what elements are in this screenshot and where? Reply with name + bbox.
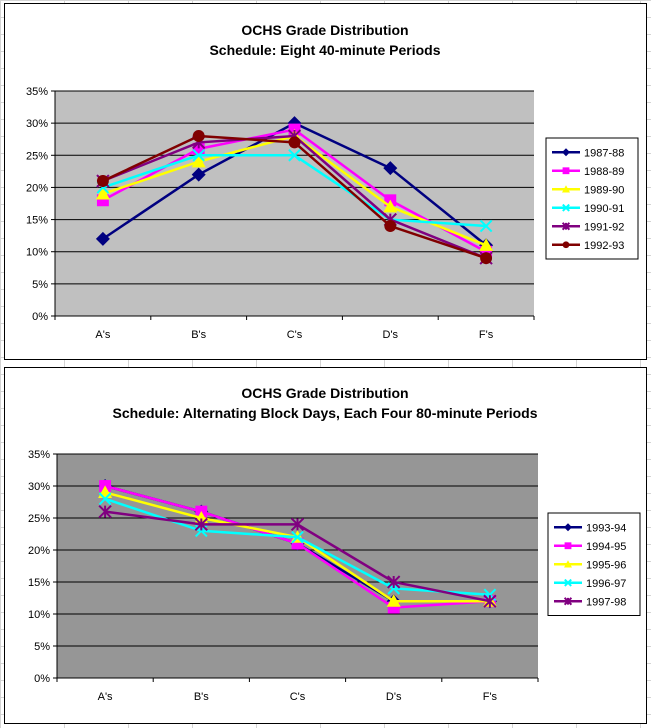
y-tick-label: 35% [28,449,50,461]
y-tick-label: 30% [26,118,48,130]
y-tick-label: 15% [28,577,50,589]
plot-area [57,454,538,678]
chart-subtitle: Schedule: Eight 40-minute Periods [209,42,440,58]
chart-title: OCHS Grade Distribution [241,22,408,38]
x-tick-label: F's [479,329,494,341]
legend-marker [564,560,572,568]
chart-eight-periods: OCHS Grade Distribution Schedule: Eight … [4,3,647,360]
y-tick-label: 0% [32,311,48,323]
data-point [192,142,205,155]
legend-marker [564,523,572,532]
data-point [383,199,398,213]
data-point [291,537,304,550]
y-tick-label: 20% [28,545,50,557]
legend-entry: 1996-97 [586,578,626,590]
data-point [98,504,112,519]
data-point [291,530,304,544]
chart-block-days: OCHS Grade Distribution Schedule: Altern… [4,367,647,724]
legend-box [545,137,639,260]
x-tick-label: C's [287,329,303,341]
legend-entry: 1993-94 [586,522,626,534]
legend-entry: 1990-91 [584,203,624,215]
y-tick-label: 25% [28,513,50,525]
legend-entry: 1987-88 [584,147,624,159]
y-tick-label: 10% [28,609,50,621]
legend-entry: 1995-96 [586,559,626,571]
legend-marker [562,148,570,157]
data-point [191,167,206,182]
legend: 1987-88 1988-89 1989-90 1990-91 1991-92 1992-… [545,137,639,260]
legend-entry: 1992-93 [584,240,624,252]
y-tick-label: 25% [26,150,48,162]
data-point [386,594,401,607]
legend-entry: 1988-89 [584,166,624,178]
legend-entry: 1991-92 [584,221,624,233]
x-tick-label: D's [386,691,402,703]
y-tick-label: 30% [28,481,50,493]
chart-subtitle: Schedule: Alternating Block Days, Each F… [112,405,537,421]
data-point [480,252,493,265]
chart-block-days-svg: OCHS Grade Distribution Schedule: Altern… [28,385,641,703]
data-point [387,575,401,589]
data-point [479,219,493,233]
y-tick-label: 5% [32,279,48,291]
legend-marker [564,542,572,550]
data-point [290,517,305,532]
y-tick-label: 5% [34,641,50,653]
y-tick-label: 15% [26,215,48,227]
x-tick-label: D's [383,329,399,341]
data-point [383,161,398,176]
legend-marker [562,203,570,212]
data-point [480,245,493,258]
data-point [288,148,301,162]
legend-entry: 1994-95 [586,541,626,553]
x-tick-label: A's [98,691,113,703]
x-tick-label: A's [95,329,110,341]
legend-marker [562,241,570,249]
legend-entry: 1997-98 [586,596,626,608]
legend-entry: 1989-90 [584,184,624,196]
series-1997-98 [98,504,497,608]
x-tick-label: C's [290,691,306,703]
data-point [387,601,400,614]
data-point [194,517,208,532]
x-tick-label: F's [483,691,498,703]
data-point [384,220,397,232]
y-tick-label: 10% [26,247,48,259]
data-point [98,492,112,506]
data-point [192,130,205,142]
data-point [96,194,109,207]
chart-title: OCHS Grade Distribution [241,385,408,401]
legend-marker [563,597,573,606]
data-point [192,148,206,162]
data-point [95,186,110,200]
y-tick-label: 20% [26,182,48,194]
data-point [95,231,110,246]
series-1992-93 [96,130,493,265]
data-point [96,175,109,187]
data-point [191,154,206,168]
chart-eight-periods-svg: OCHS Grade Distribution Schedule: Eight … [26,22,639,341]
x-tick-label: B's [194,691,209,703]
legend-marker [564,578,572,587]
legend-marker [562,167,570,175]
y-tick-label: 0% [34,673,50,685]
legend-marker [561,222,571,231]
legend: 1993-94 1994-95 1995-96 1996-97 1997-98 [547,512,641,616]
y-tick-label: 35% [26,86,48,98]
legend-marker [562,185,570,193]
data-point [483,594,497,608]
data-point [288,136,301,149]
data-point [479,238,494,251]
x-tick-label: B's [191,329,206,341]
